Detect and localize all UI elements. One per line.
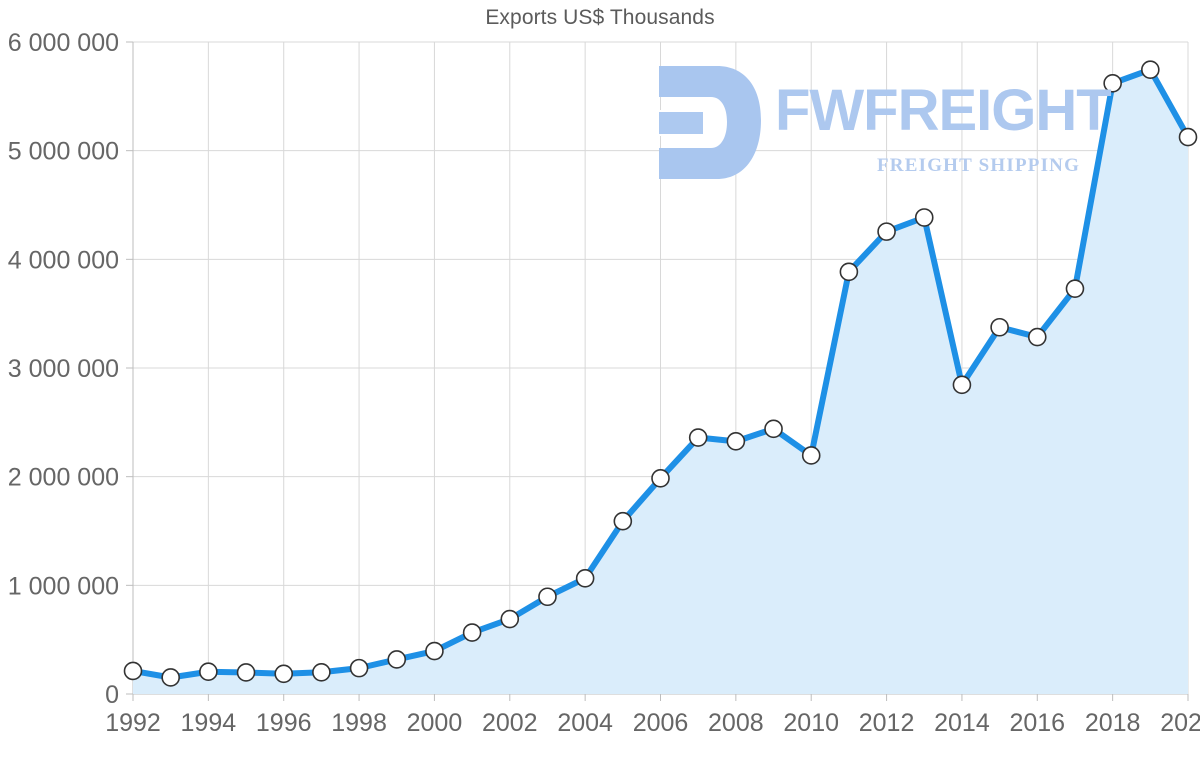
data-point-marker	[462, 623, 482, 642]
x-axis-tick-labels: 1992 1994 1996 1998 2000 2002 2004 2006 2008 2010…	[105, 709, 1200, 737]
x-tick-label: 1998	[331, 709, 387, 737]
data-point-marker	[688, 428, 708, 447]
x-tick-label: 2000	[407, 709, 463, 737]
data-point-marker	[1141, 60, 1160, 80]
y-axis-tick-labels: 0 1 000 000 2 000 000 3 000 000 4 000 000 5 0…	[8, 29, 119, 709]
y-tick-label: 1 000 000	[8, 572, 119, 600]
data-point-marker	[914, 208, 934, 227]
x-tick-label: 1994	[181, 709, 237, 737]
y-tick-label: 4 000 000	[8, 246, 119, 274]
data-point-marker	[387, 650, 407, 669]
x-tick-label: 2012	[859, 709, 915, 737]
data-point-marker	[1027, 327, 1047, 347]
x-tick-label: 2016	[1009, 709, 1065, 737]
x-tick-label: 1996	[256, 709, 312, 737]
y-tick-label: 5 000 000	[8, 138, 119, 166]
data-point-marker	[312, 662, 331, 682]
data-point-marker	[1103, 73, 1122, 93]
data-point-marker	[726, 432, 746, 451]
data-point-marker	[613, 511, 633, 531]
x-tick-label: 2006	[633, 709, 689, 737]
series-markers	[123, 60, 1198, 687]
data-point-marker	[801, 446, 821, 465]
x-tick-label: 2014	[934, 709, 990, 737]
x-tick-label: 2018	[1085, 709, 1141, 737]
y-tick-label: 2 000 000	[8, 464, 119, 492]
data-point-marker	[1065, 279, 1085, 298]
data-point-marker	[500, 609, 520, 629]
x-tick-label: 2010	[783, 709, 839, 737]
x-tick-label: 2002	[482, 709, 538, 737]
data-point-marker	[161, 668, 180, 687]
data-point-marker	[1178, 127, 1198, 147]
data-point-marker	[839, 262, 859, 282]
chart-title: Exports US$ Thousands	[485, 6, 715, 29]
data-point-marker	[123, 661, 143, 681]
data-point-marker	[990, 317, 1009, 337]
data-point-marker	[236, 663, 256, 682]
x-tick-label: 1992	[105, 709, 161, 737]
y-tick-label: 0	[105, 681, 119, 709]
data-point-marker	[349, 658, 369, 678]
data-point-marker	[425, 641, 444, 661]
data-point-marker	[952, 375, 972, 395]
data-point-marker	[651, 468, 670, 488]
data-point-marker	[764, 419, 783, 439]
data-point-marker	[538, 587, 557, 607]
x-tick-label: 2008	[708, 709, 764, 737]
data-point-marker	[877, 222, 896, 241]
data-point-marker	[199, 662, 218, 682]
x-tick-label: 2020	[1160, 709, 1200, 737]
y-tick-label: 6 000 000	[8, 29, 119, 57]
data-point-marker	[575, 568, 595, 588]
x-tick-label: 2004	[557, 709, 613, 737]
data-point-marker	[274, 664, 294, 684]
y-tick-label: 3 000 000	[8, 355, 119, 383]
